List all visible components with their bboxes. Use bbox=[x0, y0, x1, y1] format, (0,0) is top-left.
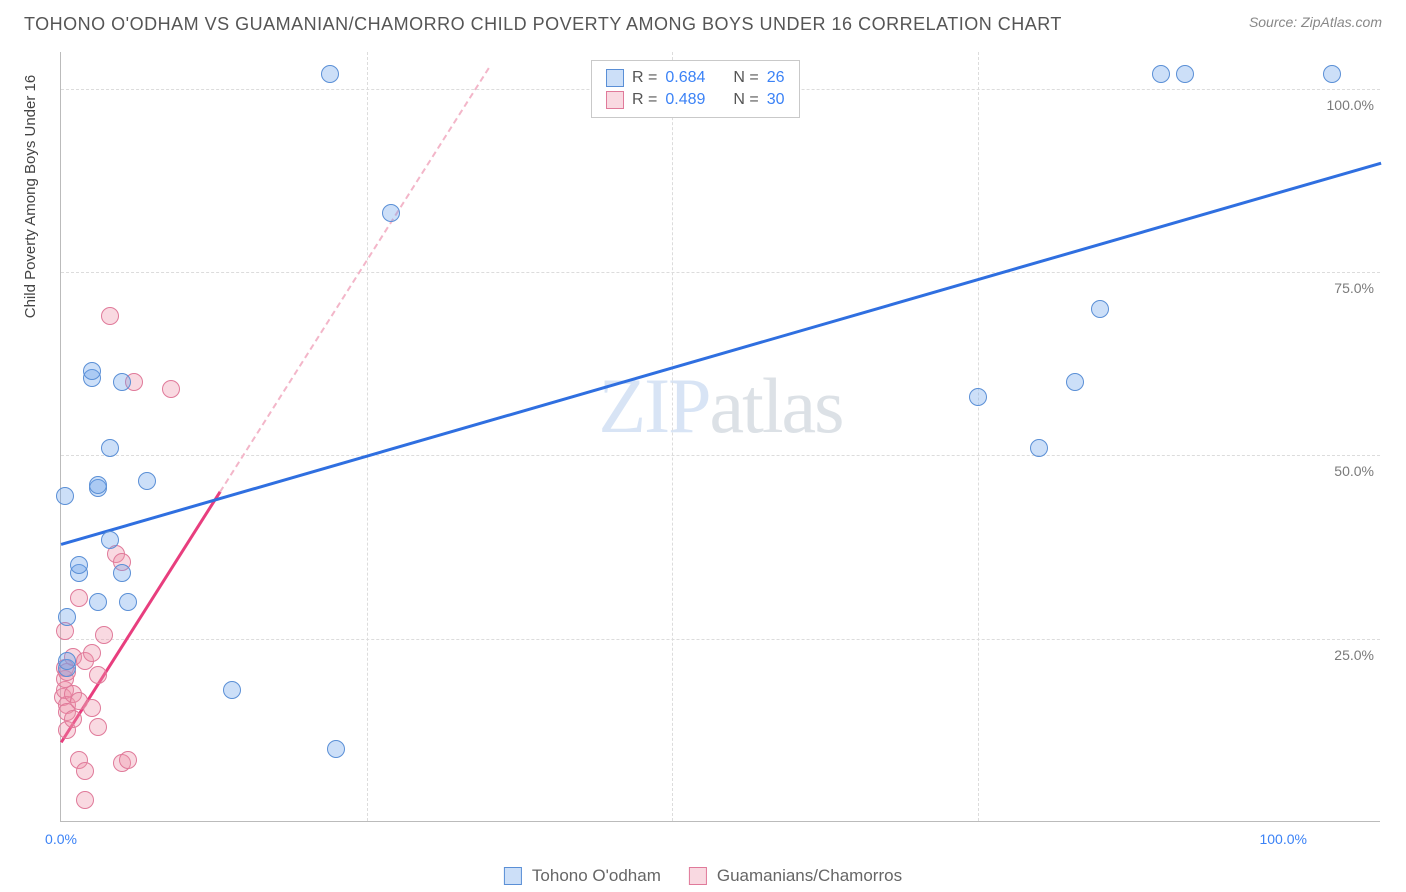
y-tick-label: 25.0% bbox=[1334, 647, 1374, 663]
data-point bbox=[95, 626, 113, 644]
data-point bbox=[58, 608, 76, 626]
data-point bbox=[83, 362, 101, 380]
legend-label: Guamanians/Chamorros bbox=[717, 866, 902, 886]
data-point bbox=[89, 593, 107, 611]
data-point bbox=[76, 762, 94, 780]
data-point bbox=[1091, 300, 1109, 318]
gridline-h bbox=[61, 455, 1380, 456]
r-value: 0.489 bbox=[665, 91, 705, 109]
data-point bbox=[969, 388, 987, 406]
r-label: R = bbox=[632, 91, 657, 109]
stats-row: R = 0.489 N = 30 bbox=[606, 89, 785, 111]
data-point bbox=[64, 710, 82, 728]
data-point bbox=[58, 652, 76, 670]
chart-title: TOHONO O'ODHAM VS GUAMANIAN/CHAMORRO CHI… bbox=[24, 14, 1062, 35]
swatch-icon bbox=[606, 69, 624, 87]
data-point bbox=[321, 65, 339, 83]
n-label: N = bbox=[733, 91, 758, 109]
n-value: 26 bbox=[767, 69, 785, 87]
n-value: 30 bbox=[767, 91, 785, 109]
data-point bbox=[223, 681, 241, 699]
title-bar: TOHONO O'ODHAM VS GUAMANIAN/CHAMORRO CHI… bbox=[0, 0, 1406, 45]
data-point bbox=[119, 593, 137, 611]
source-label: Source: ZipAtlas.com bbox=[1249, 14, 1382, 30]
r-label: R = bbox=[632, 69, 657, 87]
data-point bbox=[1152, 65, 1170, 83]
data-point bbox=[1323, 65, 1341, 83]
data-point bbox=[138, 472, 156, 490]
watermark: ZIPatlas bbox=[599, 361, 843, 451]
data-point bbox=[382, 204, 400, 222]
gridline-v bbox=[367, 52, 368, 821]
legend-item: Tohono O'odham bbox=[504, 866, 661, 886]
n-label: N = bbox=[733, 69, 758, 87]
data-point bbox=[327, 740, 345, 758]
gridline-h bbox=[61, 639, 1380, 640]
y-tick-label: 100.0% bbox=[1327, 97, 1374, 113]
swatch-icon bbox=[689, 867, 707, 885]
data-point bbox=[76, 791, 94, 809]
swatch-icon bbox=[606, 91, 624, 109]
scatter-plot: ZIPatlas 25.0%50.0%75.0%100.0%0.0%100.0%… bbox=[60, 52, 1380, 822]
data-point bbox=[89, 476, 107, 494]
data-point bbox=[89, 666, 107, 684]
y-tick-label: 50.0% bbox=[1334, 463, 1374, 479]
data-point bbox=[113, 564, 131, 582]
trend-line bbox=[61, 162, 1382, 546]
data-point bbox=[70, 589, 88, 607]
y-tick-label: 75.0% bbox=[1334, 280, 1374, 296]
gridline-h bbox=[61, 272, 1380, 273]
stats-row: R = 0.684 N = 26 bbox=[606, 67, 785, 89]
data-point bbox=[1030, 439, 1048, 457]
data-point bbox=[101, 439, 119, 457]
data-point bbox=[70, 556, 88, 574]
r-value: 0.684 bbox=[665, 69, 705, 87]
gridline-v bbox=[672, 52, 673, 821]
gridline-v bbox=[978, 52, 979, 821]
bottom-legend: Tohono O'odham Guamanians/Chamorros bbox=[504, 866, 902, 886]
data-point bbox=[83, 699, 101, 717]
data-point bbox=[1176, 65, 1194, 83]
data-point bbox=[119, 751, 137, 769]
y-axis-label: Child Poverty Among Boys Under 16 bbox=[22, 75, 39, 318]
data-point bbox=[89, 718, 107, 736]
data-point bbox=[162, 380, 180, 398]
data-point bbox=[113, 373, 131, 391]
legend-label: Tohono O'odham bbox=[532, 866, 661, 886]
watermark-part2: atlas bbox=[710, 362, 843, 449]
stats-legend: R = 0.684 N = 26 R = 0.489 N = 30 bbox=[591, 60, 800, 118]
legend-item: Guamanians/Chamorros bbox=[689, 866, 902, 886]
data-point bbox=[1066, 373, 1084, 391]
watermark-part1: ZIP bbox=[599, 362, 710, 449]
data-point bbox=[83, 644, 101, 662]
swatch-icon bbox=[504, 867, 522, 885]
data-point bbox=[101, 531, 119, 549]
data-point bbox=[56, 487, 74, 505]
trend-line-dashed bbox=[219, 67, 490, 492]
data-point bbox=[101, 307, 119, 325]
x-tick-label: 0.0% bbox=[45, 831, 77, 847]
x-tick-label: 100.0% bbox=[1259, 831, 1306, 847]
